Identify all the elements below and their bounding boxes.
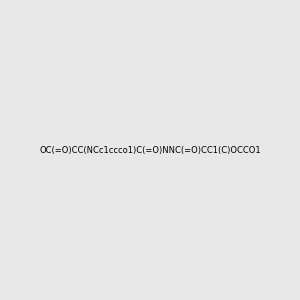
Text: OC(=O)CC(NCc1ccco1)C(=O)NNC(=O)CC1(C)OCCO1: OC(=O)CC(NCc1ccco1)C(=O)NNC(=O)CC1(C)OCC… xyxy=(39,146,261,154)
